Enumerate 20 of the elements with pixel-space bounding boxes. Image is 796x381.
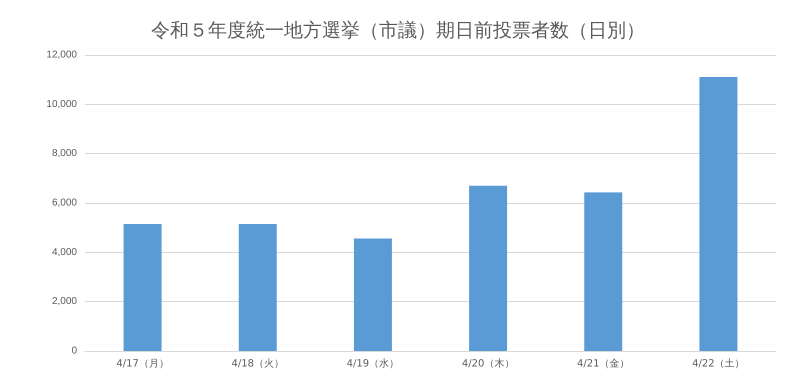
bar bbox=[238, 224, 277, 351]
x-tick-label: 4/20（木） bbox=[462, 358, 514, 370]
x-tick-label: 4/17（月） bbox=[116, 358, 169, 370]
chart-title: 令和５年度統一地方選挙（市議）期日前投票者数（日別） bbox=[151, 20, 645, 42]
bar bbox=[584, 192, 622, 351]
bar bbox=[699, 76, 738, 351]
bar bbox=[354, 238, 392, 351]
x-tick-label: 4/19（水） bbox=[346, 358, 400, 370]
y-tick-label: 12,000 bbox=[46, 50, 78, 60]
x-tick-label: 4/18（火） bbox=[232, 358, 284, 370]
bar bbox=[469, 186, 508, 351]
x-tick-label: 4/22（土） bbox=[692, 358, 745, 370]
y-tick-label: 2,000 bbox=[52, 296, 78, 308]
bar bbox=[124, 224, 162, 351]
y-tick-label: 8,000 bbox=[52, 148, 78, 160]
y-tick-label: 10,000 bbox=[46, 98, 78, 110]
x-tick-label: 4/21（金） bbox=[577, 358, 630, 370]
y-tick-label: 0 bbox=[71, 346, 78, 356]
y-tick-label: 4,000 bbox=[52, 246, 78, 258]
y-tick-label: 6,000 bbox=[52, 198, 78, 208]
